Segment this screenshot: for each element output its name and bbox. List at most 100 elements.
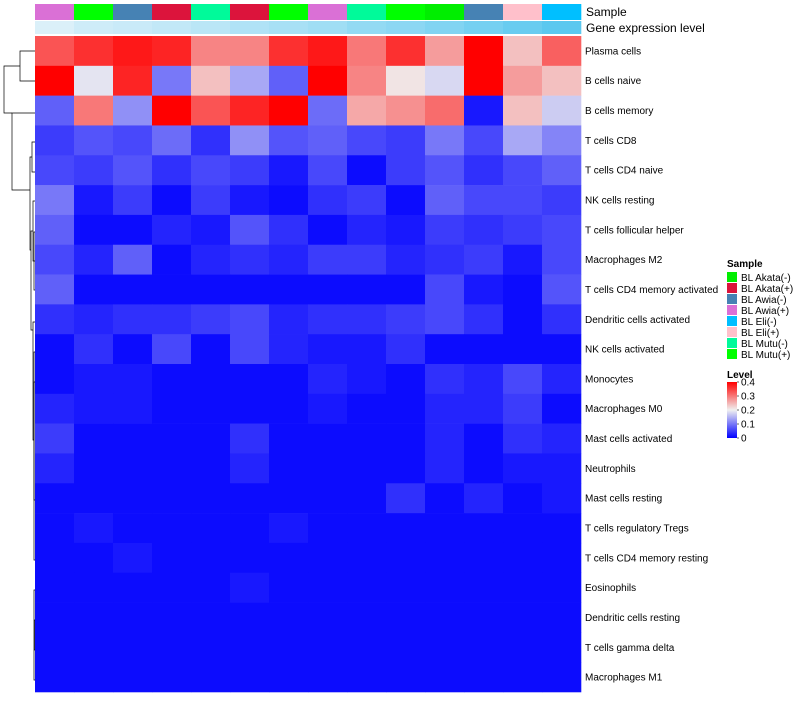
heatmap-cell [230, 244, 270, 275]
heatmap-cell [113, 364, 153, 395]
expression-annotation-cell [113, 21, 153, 34]
heatmap-cell [35, 95, 75, 126]
heatmap-cell [152, 214, 192, 246]
heatmap-cell [386, 185, 426, 216]
heatmap-cell [230, 65, 270, 96]
heatmap-cell [425, 274, 465, 305]
heatmap-cell [269, 125, 309, 156]
heatmap-cell [542, 364, 582, 395]
heatmap-cell [503, 185, 543, 216]
heatmap-cell [113, 95, 153, 126]
heatmap-cell [230, 214, 270, 246]
sample-annotation-cell [347, 4, 387, 20]
heatmap-cell [230, 393, 270, 424]
heatmap-cell [347, 185, 387, 216]
heatmap-cell [35, 185, 75, 216]
heatmap-cell [35, 304, 75, 335]
legend-label: BL Akata(-) [741, 273, 791, 284]
heatmap-cell [464, 393, 504, 424]
legend-swatch [727, 316, 737, 326]
heatmap-cell [152, 65, 192, 96]
heatmap-cell [347, 602, 387, 633]
row-label: Neutrophils [585, 464, 636, 475]
heatmap-cell [308, 662, 348, 693]
heatmap-cell [191, 662, 231, 693]
heatmap-cell [230, 125, 270, 156]
heatmap-cell [503, 632, 543, 663]
heatmap-cell [152, 393, 192, 424]
heatmap-cell [386, 274, 426, 305]
heatmap-cell [425, 513, 465, 544]
heatmap-cell [425, 155, 465, 186]
heatmap-cell [191, 483, 231, 514]
heatmap-cell [74, 483, 114, 514]
row-label: T cells follicular helper [585, 225, 684, 236]
heatmap-cell [113, 155, 153, 186]
heatmap-cell [269, 483, 309, 514]
heatmap-cell [464, 423, 504, 454]
heatmap-cell [269, 36, 309, 67]
heatmap-cell [269, 572, 309, 603]
sample-annotation-cell [74, 4, 114, 20]
dendrogram-branch [31, 141, 35, 173]
heatmap-cell [113, 513, 153, 544]
heatmap-cell [230, 662, 270, 693]
heatmap-cell [347, 483, 387, 514]
heatmap-cell [386, 364, 426, 395]
heatmap-cell [464, 155, 504, 186]
heatmap-cell [113, 662, 153, 693]
heatmap-cell [308, 453, 348, 484]
heatmap-cell [269, 334, 309, 365]
heatmap-cell [425, 453, 465, 484]
heatmap-cell [347, 155, 387, 186]
heatmap-cell [503, 602, 543, 633]
heatmap-cell [542, 125, 582, 156]
heatmap-cell [113, 244, 153, 275]
heatmap-cell [308, 244, 348, 275]
heatmap-cell [425, 632, 465, 663]
heatmap-cell [425, 36, 465, 67]
heatmap-cell [230, 364, 270, 395]
legend-label: BL Akata(+) [741, 284, 793, 295]
heatmap-cell [152, 513, 192, 544]
dendrogram-branch [3, 65, 20, 114]
heatmap-cell [74, 364, 114, 395]
heatmap-cell [503, 65, 543, 96]
heatmap-cell [308, 602, 348, 633]
heatmap-cell [191, 304, 231, 335]
heatmap-cell [503, 95, 543, 126]
heatmap-cell [152, 155, 192, 186]
heatmap-cell [386, 334, 426, 365]
heatmap-cell [74, 125, 114, 156]
heatmap-cell [542, 155, 582, 186]
heatmap-cell [542, 65, 582, 96]
heatmap-cell [230, 334, 270, 365]
heatmap-cell [113, 125, 153, 156]
dendrogram-branch [11, 112, 35, 191]
heatmap-cell [386, 36, 426, 67]
heatmap-cell [503, 155, 543, 186]
heatmap-cell [74, 214, 114, 246]
heatmap-cell [425, 185, 465, 216]
heatmap-cell [191, 36, 231, 67]
heatmap-cell [269, 214, 309, 246]
heatmap-cell [464, 214, 504, 246]
heatmap-cell [347, 572, 387, 603]
heatmap-cell [113, 185, 153, 216]
heatmap-cell [503, 662, 543, 693]
heatmap-cell [269, 304, 309, 335]
heatmap-cell [464, 304, 504, 335]
heatmap-cell [347, 214, 387, 246]
row-label: Mast cells resting [585, 494, 662, 505]
row-label: T cells regulatory Tregs [585, 524, 689, 535]
heatmap-cell [230, 602, 270, 633]
heatmap-cell [269, 244, 309, 275]
heatmap-cell [347, 65, 387, 96]
heatmap-cell [542, 334, 582, 365]
heatmap-cell [464, 364, 504, 395]
heatmap-cell [542, 572, 582, 603]
legend-swatch [727, 272, 737, 282]
heatmap-cell [308, 542, 348, 574]
heatmap-cell [152, 185, 192, 216]
heatmap-cell [269, 364, 309, 395]
